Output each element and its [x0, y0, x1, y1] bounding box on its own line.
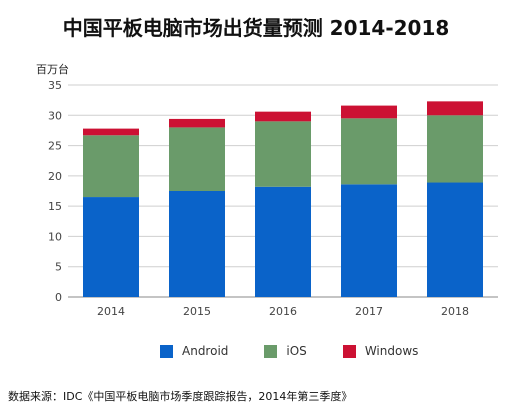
legend-label: iOS	[286, 344, 307, 358]
y-tick-label: 35	[48, 79, 62, 92]
x-tick-label: 2016	[269, 305, 297, 318]
chart-title: 中国平板电脑市场出货量预测 2014-2018	[62, 16, 450, 40]
bar-windows-2017	[341, 105, 397, 119]
legend-swatch	[160, 344, 173, 358]
source-note: 数据来源：IDC《中国平板电脑市场季度跟踪报告，2014年第三季度》	[8, 390, 353, 403]
y-tick-label: 0	[55, 291, 62, 304]
bar-ios-2014	[83, 135, 139, 198]
bar-windows-2015	[169, 118, 225, 128]
x-tick-label: 2014	[97, 305, 125, 318]
bar-android-2015	[169, 191, 225, 297]
y-axis-unit-label: 百万台	[36, 63, 69, 76]
y-tick-label: 10	[48, 230, 62, 243]
bar-ios-2018	[427, 115, 483, 183]
bar-android-2014	[83, 197, 139, 297]
legend-item-windows: Windows	[342, 344, 419, 358]
legend-item-android: Android	[160, 344, 228, 358]
bar-android-2017	[341, 184, 397, 297]
bar-windows-2014	[83, 128, 139, 136]
y-tick-label: 15	[48, 200, 62, 213]
y-tick-label: 5	[55, 261, 62, 274]
y-tick-label: 20	[48, 170, 62, 183]
bar-ios-2016	[255, 121, 311, 187]
x-tick-label: 2015	[183, 305, 211, 318]
legend: Android iOS Windows	[160, 343, 454, 359]
bar-windows-2016	[255, 111, 311, 122]
y-tick-label: 25	[48, 140, 62, 153]
bar-ios-2015	[169, 127, 225, 191]
legend-swatch	[264, 344, 278, 358]
y-tick-label: 30	[48, 109, 62, 122]
x-tick-label: 2017	[355, 305, 383, 318]
legend-label: Android	[182, 344, 229, 358]
legend-swatch	[342, 344, 356, 358]
bar-android-2016	[255, 186, 311, 297]
bar-android-2018	[427, 182, 483, 297]
bar-windows-2018	[427, 101, 483, 116]
bar-ios-2017	[341, 118, 397, 185]
legend-label: Windows	[364, 344, 419, 358]
legend-item-ios: iOS	[264, 344, 307, 358]
x-tick-label: 2018	[441, 305, 469, 318]
